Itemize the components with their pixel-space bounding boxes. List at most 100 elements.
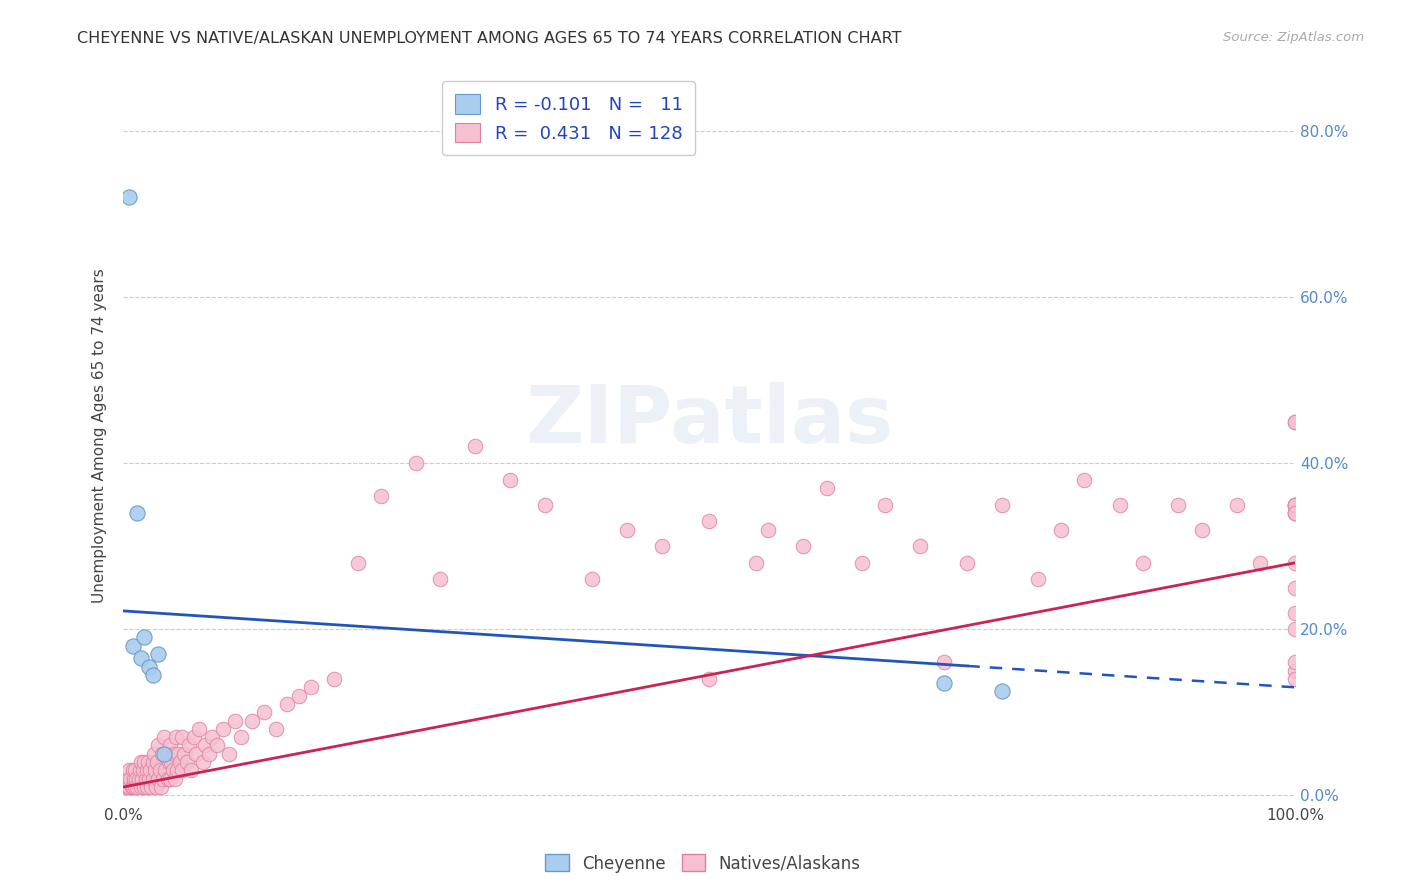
Point [118, 780, 141, 794]
Y-axis label: Unemployment Among Ages 65 to 74 years: Unemployment Among Ages 65 to 74 years [93, 268, 107, 604]
Point [1284, 415, 1306, 429]
Point [288, 689, 311, 703]
Point [139, 764, 162, 778]
Point [1284, 506, 1306, 520]
Point [138, 772, 160, 786]
Point [1284, 498, 1306, 512]
Point [169, 755, 191, 769]
Point [299, 681, 322, 695]
Point [346, 556, 368, 570]
Point [142, 747, 165, 761]
Point [162, 764, 184, 778]
Point [170, 730, 193, 744]
Point [149, 764, 172, 778]
Point [264, 722, 287, 736]
Point [163, 772, 186, 786]
Point [183, 730, 205, 744]
Point [125, 772, 148, 786]
Point [120, 772, 142, 786]
Point [1284, 664, 1306, 678]
Point [155, 764, 177, 778]
Point [851, 556, 873, 570]
Point [132, 764, 155, 778]
Point [148, 772, 170, 786]
Point [1284, 506, 1306, 520]
Point [127, 780, 149, 794]
Legend: R = -0.101   N =   11, R =  0.431   N = 128: R = -0.101 N = 11, R = 0.431 N = 128 [443, 81, 695, 155]
Point [118, 764, 141, 778]
Point [1284, 656, 1306, 670]
Point [405, 456, 427, 470]
Point [177, 739, 200, 753]
Point [134, 755, 156, 769]
Point [114, 780, 136, 794]
Point [150, 747, 173, 761]
Point [875, 498, 897, 512]
Point [1108, 498, 1130, 512]
Point [167, 747, 190, 761]
Point [127, 506, 149, 520]
Point [910, 539, 932, 553]
Point [176, 755, 198, 769]
Point [141, 780, 163, 794]
Point [240, 714, 263, 728]
Point [1284, 506, 1306, 520]
Point [153, 730, 176, 744]
Point [1284, 498, 1306, 512]
Point [699, 672, 721, 686]
Point [699, 514, 721, 528]
Point [616, 523, 638, 537]
Point [205, 739, 228, 753]
Text: ZIPatlas: ZIPatlas [526, 383, 893, 460]
Point [173, 747, 195, 761]
Point [135, 780, 157, 794]
Point [756, 523, 779, 537]
Point [156, 747, 179, 761]
Point [581, 572, 603, 586]
Point [1132, 556, 1154, 570]
Point [156, 772, 179, 786]
Point [1167, 498, 1189, 512]
Point [1284, 415, 1306, 429]
Point [1284, 672, 1306, 686]
Point [129, 780, 152, 794]
Point [1284, 622, 1306, 636]
Point [956, 556, 979, 570]
Point [143, 764, 166, 778]
Point [166, 764, 188, 778]
Point [218, 747, 240, 761]
Point [201, 730, 224, 744]
Point [991, 684, 1014, 698]
Point [191, 755, 214, 769]
Point [1249, 556, 1271, 570]
Point [1026, 572, 1049, 586]
Point [129, 651, 152, 665]
Point [159, 739, 181, 753]
Point [1284, 556, 1306, 570]
Point [188, 722, 211, 736]
Point [136, 755, 159, 769]
Point [253, 705, 276, 719]
Point [121, 780, 143, 794]
Point [194, 739, 217, 753]
Text: Source: ZipAtlas.com: Source: ZipAtlas.com [1223, 31, 1364, 45]
Legend: Cheyenne, Natives/Alaskans: Cheyenne, Natives/Alaskans [538, 847, 868, 880]
Point [651, 539, 673, 553]
Point [1284, 498, 1306, 512]
Point [534, 498, 557, 512]
Point [152, 772, 174, 786]
Point [131, 772, 153, 786]
Point [1191, 523, 1213, 537]
Point [129, 755, 152, 769]
Point [1284, 581, 1306, 595]
Point [180, 764, 202, 778]
Point [135, 764, 157, 778]
Point [1226, 498, 1249, 512]
Point [429, 572, 451, 586]
Point [792, 539, 814, 553]
Point [1284, 606, 1306, 620]
Point [170, 764, 193, 778]
Point [932, 656, 955, 670]
Point [142, 668, 165, 682]
Point [157, 755, 180, 769]
